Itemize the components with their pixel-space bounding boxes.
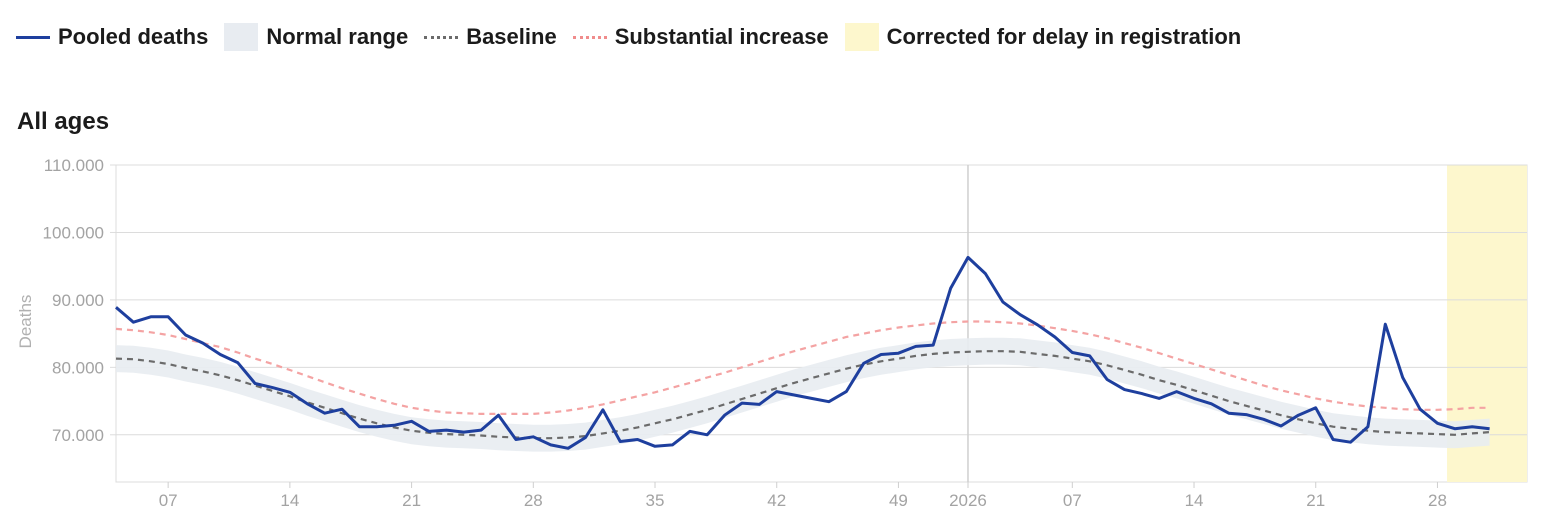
x-tick-label: 28 xyxy=(1428,491,1447,510)
legend-swatch-normal-range xyxy=(224,23,259,51)
legend-label: Normal range xyxy=(266,24,409,49)
legend-swatch-baseline xyxy=(424,35,459,39)
legend-item-pooled-deaths[interactable]: Pooled deaths xyxy=(16,24,208,50)
legend-item-substantial-increase[interactable]: Substantial increase xyxy=(572,24,829,50)
legend-swatch-pooled-deaths xyxy=(16,35,50,39)
x-tick-label: 14 xyxy=(280,491,299,510)
legend-swatch-corrected-delay xyxy=(844,23,879,51)
legend-label: Corrected for delay in registration xyxy=(886,24,1242,49)
y-tick-label: 110.000 xyxy=(44,156,104,175)
normal-range-band xyxy=(116,337,1490,452)
pooled-deaths-line xyxy=(115,255,1490,450)
x-tick-label: 49 xyxy=(889,491,908,510)
legend-label: Baseline xyxy=(466,24,557,49)
x-tick-label: 07 xyxy=(159,491,178,510)
legend-label: Pooled deaths xyxy=(58,24,209,49)
x-tick-label: 2026 xyxy=(949,491,987,510)
x-tick-label: 35 xyxy=(646,491,665,510)
y-axis-title: Deaths xyxy=(16,295,35,349)
legend-item-baseline[interactable]: Baseline xyxy=(424,24,557,50)
y-tick-label: 100.000 xyxy=(43,223,104,242)
x-tick-label: 14 xyxy=(1185,491,1204,510)
x-tick-label: 21 xyxy=(1306,491,1325,510)
y-tick-label: 70.000 xyxy=(52,426,104,445)
substantial-increase-line xyxy=(115,320,1490,415)
legend-item-corrected-delay[interactable]: Corrected for delay in registration xyxy=(844,23,1242,51)
y-tick-label: 90.000 xyxy=(52,291,104,310)
x-tick-label: 42 xyxy=(767,491,786,510)
x-tick-label: 21 xyxy=(402,491,421,510)
x-tick-label: 28 xyxy=(524,491,543,510)
legend-label: Substantial increase xyxy=(614,24,829,49)
legend: Pooled deaths Normal range Baseline Subs… xyxy=(16,20,1257,54)
x-tick-label: 07 xyxy=(1063,491,1082,510)
legend-swatch-substantial-increase xyxy=(572,35,607,39)
chart-title: All ages xyxy=(17,108,110,135)
y-tick-label: 80.000 xyxy=(52,358,104,377)
legend-item-normal-range[interactable]: Normal range xyxy=(224,23,408,51)
